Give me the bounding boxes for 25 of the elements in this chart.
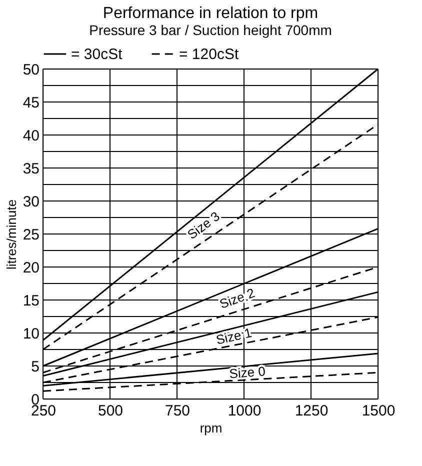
- legend-label: = 30cSt: [71, 46, 124, 63]
- annotation: Size 3: [184, 208, 222, 242]
- y-tick-label: 30: [22, 194, 40, 210]
- y-tick-label: 25: [22, 226, 40, 244]
- x-tick-label: 1000: [228, 402, 262, 420]
- annotation: Size 1: [214, 324, 254, 348]
- y-tick-label: 35: [22, 160, 40, 178]
- x-tick-label: 500: [98, 402, 124, 420]
- y-axis-title: litres/minute: [4, 199, 19, 270]
- x-tick-label: 1500: [362, 402, 396, 420]
- y-tick-label: 40: [22, 128, 40, 144]
- y-tick-label: 5: [31, 358, 40, 376]
- y-tick-label: 50: [22, 62, 40, 78]
- y-tick-label: 10: [22, 326, 40, 342]
- legend-label: = 120cSt: [179, 46, 240, 63]
- annotation: Size 2: [218, 285, 257, 312]
- chart-title: Performance in relation to rpm: [102, 5, 318, 22]
- x-tick-label: 750: [164, 402, 190, 420]
- y-tick-label: 20: [22, 260, 40, 276]
- x-tick-label: 1250: [294, 402, 328, 420]
- y-tick-label: 45: [22, 94, 40, 112]
- chart-subtitle: Pressure 3 bar / Suction height 700mm: [89, 22, 332, 38]
- annotation: Size 0: [228, 364, 266, 382]
- y-tick-label: 15: [22, 292, 40, 310]
- x-axis-title: rpm: [200, 420, 222, 436]
